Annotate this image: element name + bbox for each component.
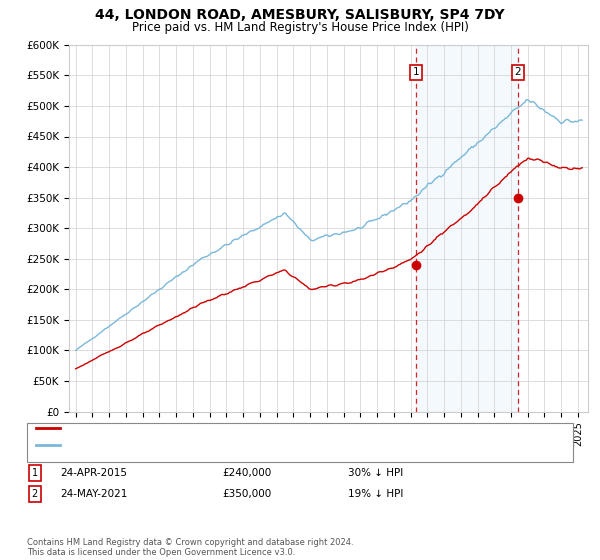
Text: HPI: Average price, detached house, Wiltshire: HPI: Average price, detached house, Wilt… bbox=[66, 440, 290, 450]
Text: 24-MAY-2021: 24-MAY-2021 bbox=[60, 489, 127, 499]
Text: £240,000: £240,000 bbox=[222, 468, 271, 478]
Text: Contains HM Land Registry data © Crown copyright and database right 2024.
This d: Contains HM Land Registry data © Crown c… bbox=[27, 538, 353, 557]
Text: 44, LONDON ROAD, AMESBURY, SALISBURY, SP4 7DY: 44, LONDON ROAD, AMESBURY, SALISBURY, SP… bbox=[95, 8, 505, 22]
Bar bbox=[416, 45, 518, 412]
Text: 30% ↓ HPI: 30% ↓ HPI bbox=[348, 468, 403, 478]
Text: £350,000: £350,000 bbox=[222, 489, 271, 499]
Text: 24-APR-2015: 24-APR-2015 bbox=[60, 468, 127, 478]
Text: 1: 1 bbox=[413, 67, 419, 77]
Text: 19% ↓ HPI: 19% ↓ HPI bbox=[348, 489, 403, 499]
Text: 1: 1 bbox=[32, 468, 38, 478]
Text: 44, LONDON ROAD, AMESBURY, SALISBURY, SP4 7DY (detached house): 44, LONDON ROAD, AMESBURY, SALISBURY, SP… bbox=[66, 423, 414, 433]
Text: 2: 2 bbox=[32, 489, 38, 499]
Text: 2: 2 bbox=[514, 67, 521, 77]
Text: Price paid vs. HM Land Registry's House Price Index (HPI): Price paid vs. HM Land Registry's House … bbox=[131, 21, 469, 34]
